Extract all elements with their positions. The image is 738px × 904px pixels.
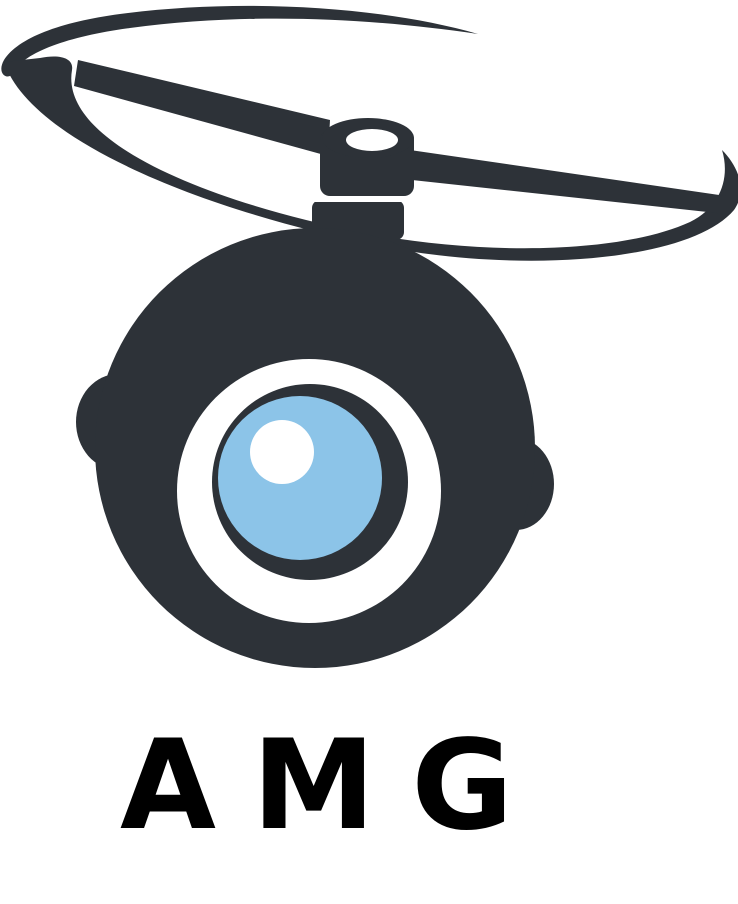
rotor-orbit-lower xyxy=(4,56,738,261)
rotor-orbit xyxy=(1,5,479,77)
propeller-hub-cap xyxy=(346,129,398,151)
propeller-blade-left xyxy=(74,60,330,156)
propeller-blade-right xyxy=(410,150,726,214)
propeller-hub-gap xyxy=(312,192,404,202)
wordmark: AMG xyxy=(120,714,550,858)
lens-highlight xyxy=(250,420,314,484)
